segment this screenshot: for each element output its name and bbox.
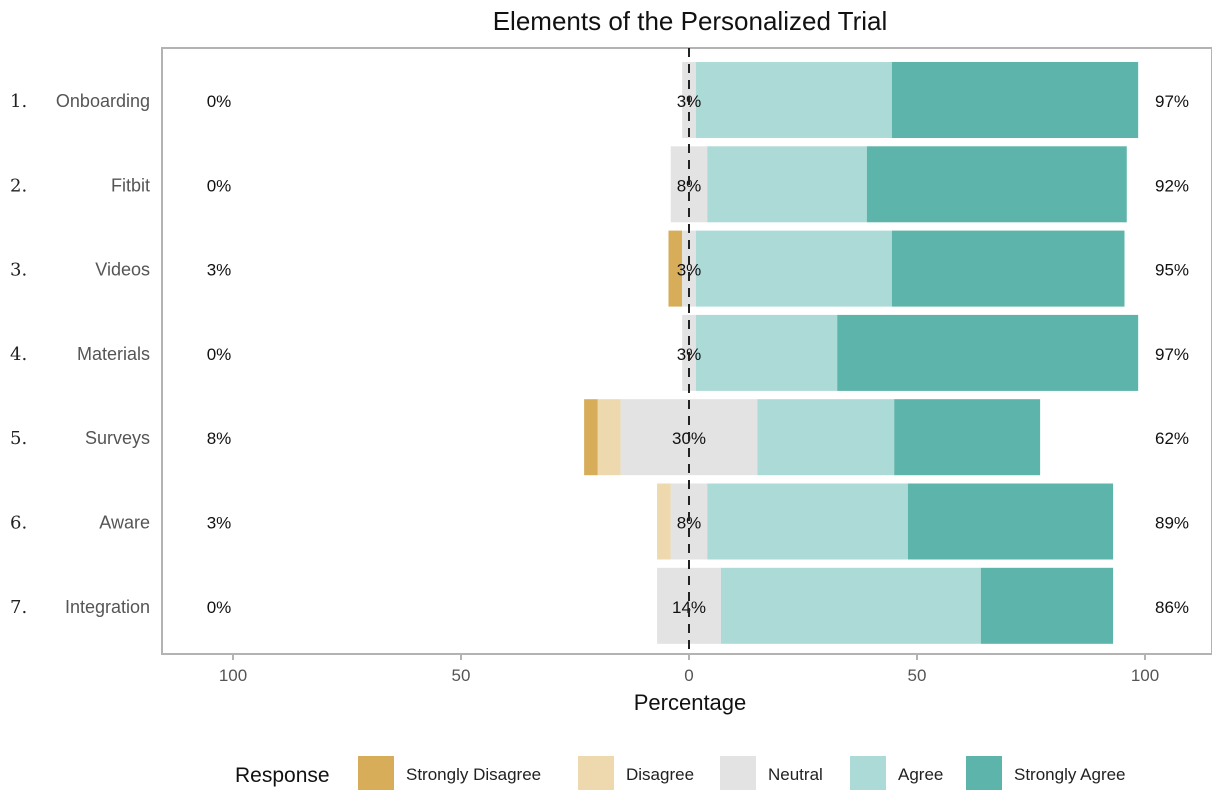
row-labels: 1. Onboarding 2. Fitbit 3. Videos 4. Materials 5… bbox=[10, 91, 150, 618]
legend-swatch-agree bbox=[850, 756, 886, 790]
category-label-aware: Aware bbox=[99, 513, 150, 533]
row-number: 6. bbox=[10, 513, 27, 534]
category-label-fitbit: Fitbit bbox=[111, 175, 150, 195]
legend-label-agree: Agree bbox=[898, 765, 943, 784]
bar-strongly-disagree-surveys bbox=[584, 399, 598, 476]
row-number: 3. bbox=[10, 260, 27, 281]
legend-swatch-strongly-disagree bbox=[358, 756, 394, 790]
x-axis: 100 50 0 50 100 bbox=[219, 654, 1159, 685]
bar-strongly-agree-integration bbox=[980, 567, 1114, 644]
row-number: 5. bbox=[10, 428, 27, 449]
bar-agree-videos bbox=[695, 230, 892, 307]
bar-strongly-agree-materials bbox=[837, 314, 1139, 391]
right-percent-label: 92% bbox=[1155, 176, 1189, 195]
bar-strongly-agree-aware bbox=[907, 483, 1114, 560]
bar-agree-aware bbox=[707, 483, 908, 560]
left-percent-label: 3% bbox=[207, 261, 232, 280]
legend: Response Strongly Disagree Disagree Neutra… bbox=[235, 756, 1126, 790]
bar-agree-surveys bbox=[757, 399, 895, 476]
right-percent-label: 97% bbox=[1155, 92, 1189, 111]
category-label-integration: Integration bbox=[65, 597, 150, 617]
category-label-onboarding: Onboarding bbox=[56, 91, 150, 111]
bar-agree-fitbit bbox=[707, 146, 867, 223]
chart-title: Elements of the Personalized Trial bbox=[493, 6, 888, 36]
value-labels: 0% 3% 97%0% 8% 92%3% 3% 95%0% 3% 97%8% 30% 62%3% 8%… bbox=[207, 92, 1189, 617]
legend-swatch-disagree bbox=[578, 756, 614, 790]
legend-label-strongly-agree: Strongly Agree bbox=[1014, 765, 1126, 784]
x-tick-label: 50 bbox=[452, 666, 471, 685]
row-number: 1. bbox=[10, 91, 27, 112]
row-number: 2. bbox=[10, 175, 27, 196]
legend-label-neutral: Neutral bbox=[768, 765, 823, 784]
center-percent-label: 3% bbox=[677, 261, 702, 280]
left-percent-label: 0% bbox=[207, 92, 232, 111]
center-percent-label: 14% bbox=[672, 598, 706, 617]
right-percent-label: 62% bbox=[1155, 429, 1189, 448]
category-label-surveys: Surveys bbox=[85, 428, 150, 448]
left-percent-label: 0% bbox=[207, 345, 232, 364]
right-percent-label: 86% bbox=[1155, 598, 1189, 617]
right-percent-label: 97% bbox=[1155, 345, 1189, 364]
center-percent-label: 8% bbox=[677, 514, 702, 533]
legend-title: Response bbox=[235, 764, 330, 787]
legend-swatch-neutral bbox=[720, 756, 756, 790]
bar-strongly-agree-videos bbox=[891, 230, 1125, 307]
x-tick-label: 50 bbox=[908, 666, 927, 685]
bar-agree-materials bbox=[695, 314, 838, 391]
x-tick-label: 100 bbox=[219, 666, 247, 685]
bar-strongly-agree-surveys bbox=[894, 399, 1041, 476]
legend-label-disagree: Disagree bbox=[626, 765, 694, 784]
bars-layer bbox=[584, 62, 1139, 644]
bar-strongly-agree-onboarding bbox=[891, 62, 1139, 138]
category-label-videos: Videos bbox=[95, 260, 150, 280]
bar-neutral-videos bbox=[682, 230, 696, 307]
category-label-materials: Materials bbox=[77, 344, 150, 364]
bar-agree-onboarding bbox=[695, 62, 892, 138]
left-percent-label: 0% bbox=[207, 176, 232, 195]
right-percent-label: 89% bbox=[1155, 514, 1189, 533]
row-number: 4. bbox=[10, 344, 27, 365]
bar-agree-integration bbox=[720, 567, 981, 644]
center-percent-label: 8% bbox=[677, 176, 702, 195]
bar-disagree-aware bbox=[657, 483, 671, 560]
bar-strongly-disagree-videos bbox=[668, 230, 683, 307]
left-percent-label: 3% bbox=[207, 514, 232, 533]
legend-swatch-strongly-agree bbox=[966, 756, 1002, 790]
x-tick-label: 0 bbox=[684, 666, 693, 685]
x-tick-label: 100 bbox=[1131, 666, 1159, 685]
left-percent-label: 0% bbox=[207, 598, 232, 617]
bar-disagree-surveys bbox=[597, 399, 621, 476]
row-number: 7. bbox=[10, 597, 27, 618]
legend-label-strongly-disagree: Strongly Disagree bbox=[406, 765, 541, 784]
right-percent-label: 95% bbox=[1155, 261, 1189, 280]
bar-strongly-agree-fitbit bbox=[866, 146, 1127, 223]
x-axis-label: Percentage bbox=[634, 690, 747, 715]
left-percent-label: 8% bbox=[207, 429, 232, 448]
